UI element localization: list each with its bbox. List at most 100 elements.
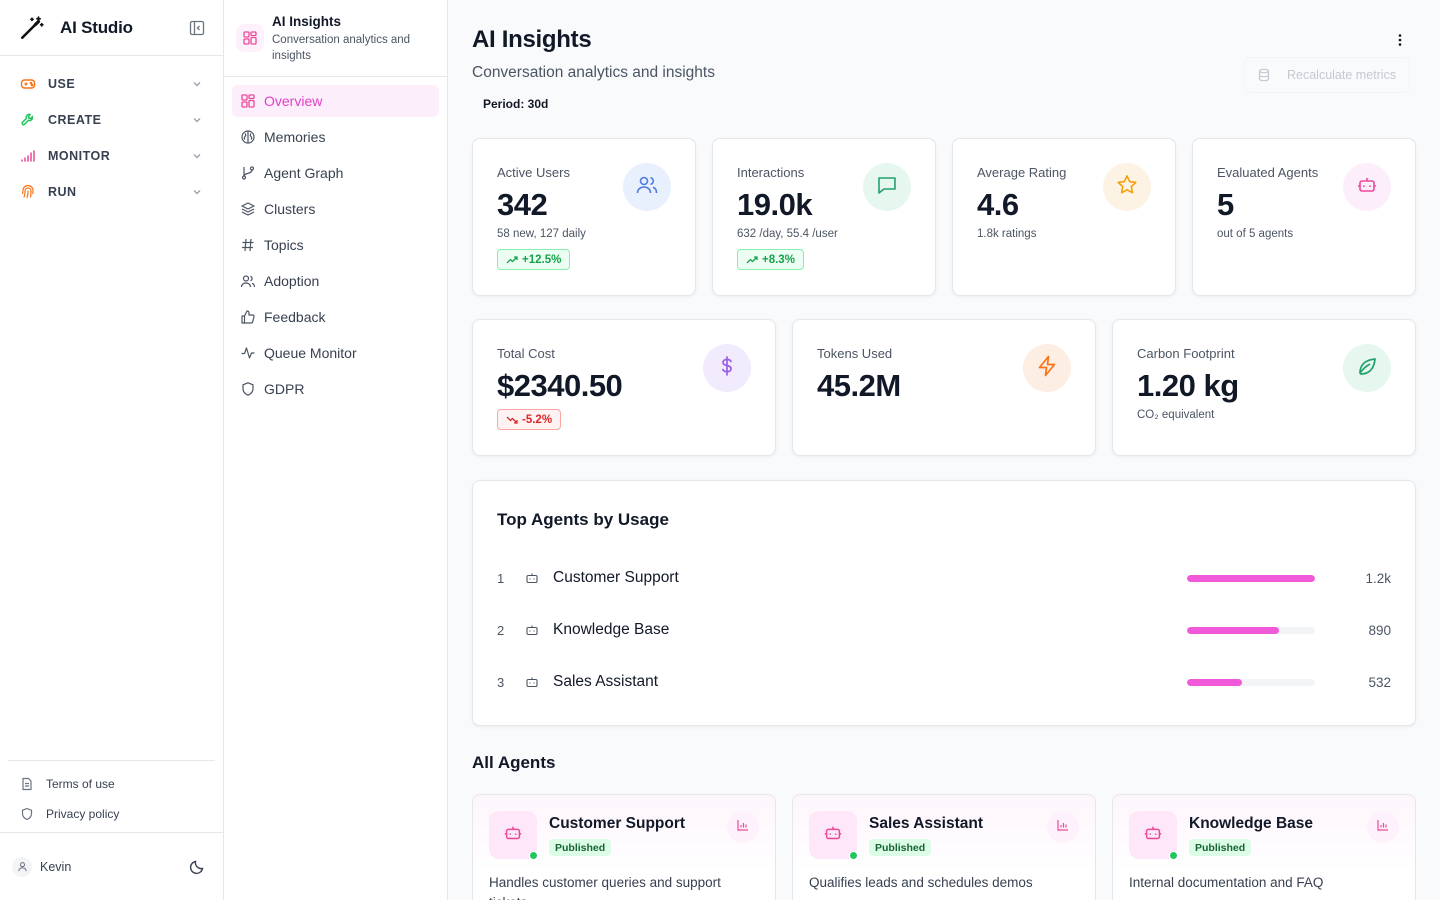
stat-card-interactions: Interactions 19.0k 632 /day, 55.4 /user … (712, 138, 936, 296)
subnav-item-adoption[interactable]: Adoption (232, 265, 439, 297)
nav-use[interactable]: USE (0, 66, 223, 102)
bar-chart-icon (736, 818, 750, 837)
sidebar-collapse-icon[interactable] (189, 20, 205, 36)
trend-badge: +8.3% (737, 249, 804, 270)
subnav-item-agent-graph[interactable]: Agent Graph (232, 157, 439, 189)
agent-card-customer-support[interactable]: Customer Support Published Handles custo… (472, 794, 776, 900)
subnav-item-topics[interactable]: Topics (232, 229, 439, 261)
analytics-button[interactable] (1367, 811, 1399, 843)
top-agents-title: Top Agents by Usage (497, 510, 669, 529)
analytics-button[interactable] (1047, 811, 1079, 843)
moon-icon[interactable] (189, 859, 205, 875)
agent-count: 1.2k (1365, 570, 1391, 586)
top-agent-row[interactable]: 1 Customer Support 1.2k (497, 566, 1391, 590)
nav-monitor[interactable]: MONITOR (0, 138, 223, 174)
stat-card-average-rating: Average Rating 4.6 1.8k ratings (952, 138, 1176, 296)
stat-label: Average Rating (977, 165, 1067, 180)
period-label: Period: 30d (483, 97, 549, 111)
online-status-dot (529, 851, 538, 860)
subnav-item-label: Agent Graph (264, 165, 344, 181)
stat-label: Interactions (737, 165, 805, 180)
all-agents-title: All Agents (472, 753, 556, 772)
subnav-item-clusters[interactable]: Clusters (232, 193, 439, 225)
subnav-item-label: Clusters (264, 201, 316, 217)
stat-icon-circle (1343, 163, 1391, 211)
shield-icon (20, 807, 34, 821)
recalculate-label: Recalculate metrics (1287, 68, 1397, 82)
stat-card-tokens-used: Tokens Used 45.2M (792, 319, 1096, 456)
star-icon (1115, 173, 1139, 202)
bot-icon (822, 822, 844, 849)
subnav-item-memories[interactable]: Memories (232, 121, 439, 153)
stat-value: $2340.50 (497, 368, 623, 403)
trend-value: +12.5% (522, 253, 562, 266)
status-badge: Published (869, 839, 932, 856)
user-menu[interactable]: Kevin (0, 832, 223, 900)
usage-bar (1187, 574, 1315, 582)
bar-chart-icon (1376, 818, 1390, 837)
trend-value: -5.2% (522, 413, 553, 426)
nav-create[interactable]: CREATE (0, 102, 223, 138)
lightning-icon (1035, 354, 1059, 383)
top-agents-card: Top Agents by Usage 1 Customer Support 1… (472, 480, 1416, 726)
stat-icon-circle (623, 163, 671, 211)
agent-name: Customer Support (553, 569, 679, 586)
bot-icon (525, 623, 539, 637)
agent-name: Knowledge Base (553, 621, 670, 638)
stat-sub: out of 5 agents (1217, 228, 1294, 240)
subnav-item-label: Queue Monitor (264, 345, 357, 361)
subnav-item-queue-monitor[interactable]: Queue Monitor (232, 337, 439, 369)
analytics-button[interactable] (727, 811, 759, 843)
terms-label: Terms of use (46, 777, 115, 791)
chevron-down-icon (191, 78, 203, 90)
insights-subnav: AI Insights Conversation analytics and i… (224, 0, 448, 900)
nav-run[interactable]: RUN (0, 174, 223, 210)
agent-card-knowledge-base[interactable]: Knowledge Base Published Internal docume… (1112, 794, 1416, 900)
brain-icon (240, 129, 256, 145)
usage-bar (1187, 678, 1315, 686)
more-options-icon[interactable] (1392, 32, 1408, 48)
brand-header: AI Studio (0, 0, 223, 56)
document-icon (20, 777, 34, 791)
stat-icon-circle (1343, 344, 1391, 392)
terms-link[interactable]: Terms of use (8, 769, 215, 799)
agent-name: Sales Assistant (553, 673, 659, 690)
agent-card-sales-assistant[interactable]: Sales Assistant Published Qualifies lead… (792, 794, 1096, 900)
privacy-link[interactable]: Privacy policy (8, 799, 215, 829)
stat-label: Tokens Used (817, 346, 893, 361)
subnav-item-label: Memories (264, 129, 326, 145)
hash-icon (240, 237, 256, 253)
recalculate-metrics-button[interactable]: Recalculate metrics (1244, 57, 1410, 93)
leaf-icon (1355, 354, 1379, 383)
subnav-item-overview[interactable]: Overview (232, 85, 439, 117)
chevron-down-icon (191, 114, 203, 126)
stat-value: 342 (497, 187, 548, 222)
agent-count: 890 (1368, 622, 1391, 638)
subnav-item-label: Overview (264, 93, 323, 109)
stat-sub: 1.8k ratings (977, 228, 1037, 240)
stat-icon-circle (1023, 344, 1071, 392)
nav-use-label: USE (48, 77, 76, 91)
usage-bar-fill (1187, 574, 1315, 582)
users-icon (240, 273, 256, 289)
stat-icon-circle (1103, 163, 1151, 211)
subnav-item-gdpr[interactable]: GDPR (232, 373, 439, 405)
usage-bar-fill (1187, 626, 1280, 634)
dollar-icon (715, 354, 739, 383)
chevron-down-icon (191, 150, 203, 162)
subnav-item-feedback[interactable]: Feedback (232, 301, 439, 333)
subnav-subtitle: Conversation analytics and insights (272, 34, 411, 62)
nav-monitor-label: MONITOR (48, 149, 111, 163)
chevron-down-icon (191, 186, 203, 198)
agent-card-description: Internal documentation and FAQ (1129, 875, 1324, 890)
message-icon (875, 173, 899, 202)
gamepad-icon (20, 76, 36, 92)
top-agent-row[interactable]: 2 Knowledge Base 890 (497, 618, 1391, 642)
layers-icon (240, 201, 256, 217)
dashboard-icon (240, 93, 256, 109)
top-agent-row[interactable]: 3 Sales Assistant 532 (497, 670, 1391, 694)
trend-badge: -5.2% (497, 409, 562, 430)
agent-card-name: Knowledge Base (1189, 815, 1314, 832)
subnav-item-label: GDPR (264, 381, 305, 397)
stat-card-carbon-footprint: Carbon Footprint 1.20 kg CO₂ equivalent (1112, 319, 1416, 456)
